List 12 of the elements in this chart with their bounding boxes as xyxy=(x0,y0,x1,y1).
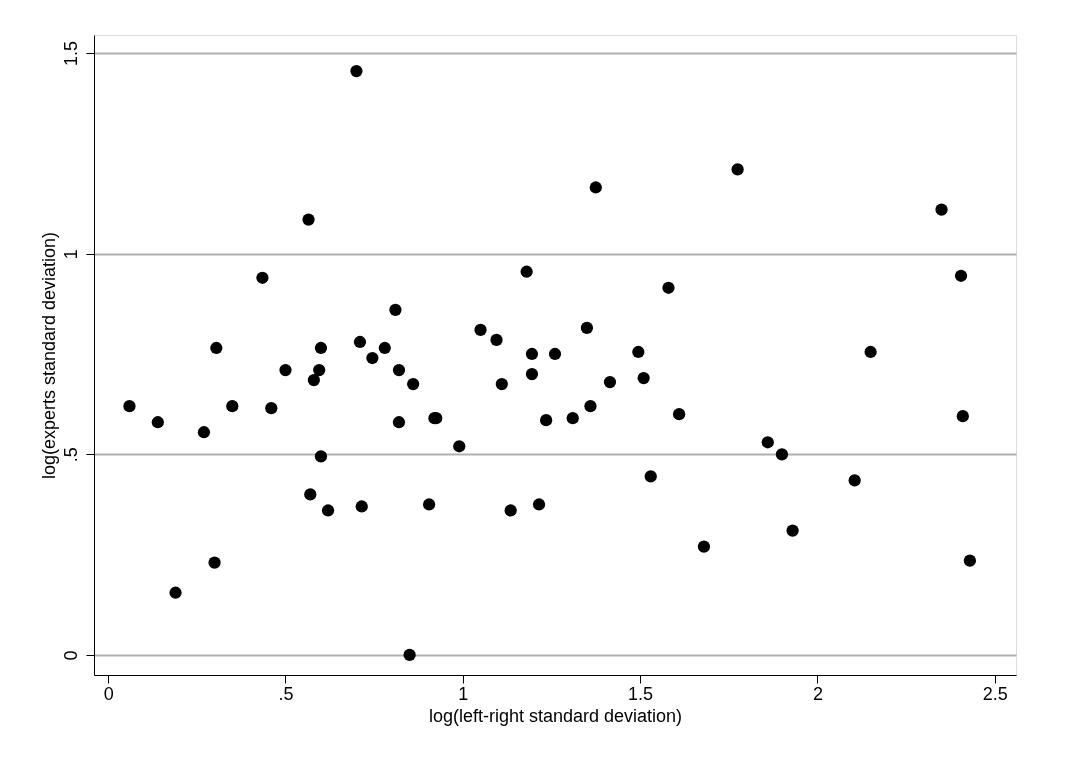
y-tick-label: .5 xyxy=(60,447,81,463)
x-tick-label: 2.5 xyxy=(982,683,1008,704)
x-tick-label: 1.5 xyxy=(628,683,654,704)
x-tick-label: 0 xyxy=(103,683,114,704)
x-tick-label: 1 xyxy=(458,683,469,704)
x-tick-label: .5 xyxy=(278,683,294,704)
y-tick-label: 0 xyxy=(60,650,81,661)
y-axis-title: log(experts standard deviation) xyxy=(38,231,59,480)
y-tick-label: 1.5 xyxy=(60,41,81,67)
y-tick-label: 1 xyxy=(60,249,81,260)
x-tick-label: 2 xyxy=(812,683,823,704)
x-axis-title: log(left-right standard deviation) xyxy=(428,705,683,726)
